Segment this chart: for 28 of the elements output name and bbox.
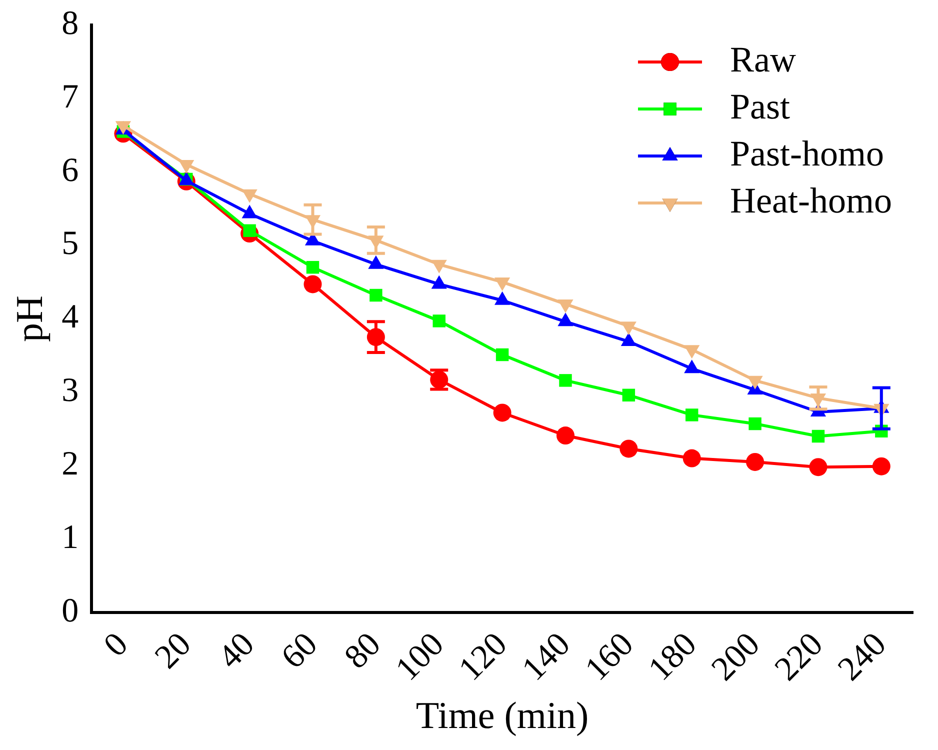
y-tick-label: 1 bbox=[62, 518, 79, 556]
x-tick-label: 0 bbox=[96, 626, 136, 664]
y-tick-label: 4 bbox=[62, 298, 79, 336]
legend-label: Heat-homo bbox=[730, 180, 892, 220]
y-tick-label: 6 bbox=[62, 152, 79, 189]
x-tick-label: 80 bbox=[338, 626, 388, 676]
legend-label: Raw bbox=[730, 39, 796, 80]
x-tick-label: 160 bbox=[578, 626, 641, 688]
y-tick-label: 8 bbox=[62, 4, 79, 42]
x-tick-label: 140 bbox=[515, 626, 578, 688]
y-tick-label: 0 bbox=[62, 592, 79, 630]
x-tick-label: 40 bbox=[211, 626, 262, 676]
y-tick-label: 7 bbox=[62, 78, 79, 116]
x-tick-label: 60 bbox=[274, 626, 325, 676]
x-tick-label: 120 bbox=[452, 626, 514, 688]
y-tick-label: 5 bbox=[62, 225, 79, 262]
x-tick-label: 240 bbox=[831, 626, 894, 688]
x-tick-label: 200 bbox=[704, 626, 768, 688]
x-tick-label: 220 bbox=[768, 626, 830, 688]
legend-label: Past-homo bbox=[730, 133, 884, 174]
y-tick-label: 3 bbox=[62, 372, 79, 410]
x-axis-title: Time (min) bbox=[416, 695, 589, 738]
y-axis-title: pH bbox=[8, 296, 51, 342]
x-tick-label: 180 bbox=[642, 626, 704, 688]
x-tick-label: 20 bbox=[148, 626, 198, 676]
y-tick-label: 2 bbox=[62, 446, 79, 483]
legend-label: Past bbox=[730, 86, 790, 126]
x-tick-label: 100 bbox=[388, 626, 452, 688]
